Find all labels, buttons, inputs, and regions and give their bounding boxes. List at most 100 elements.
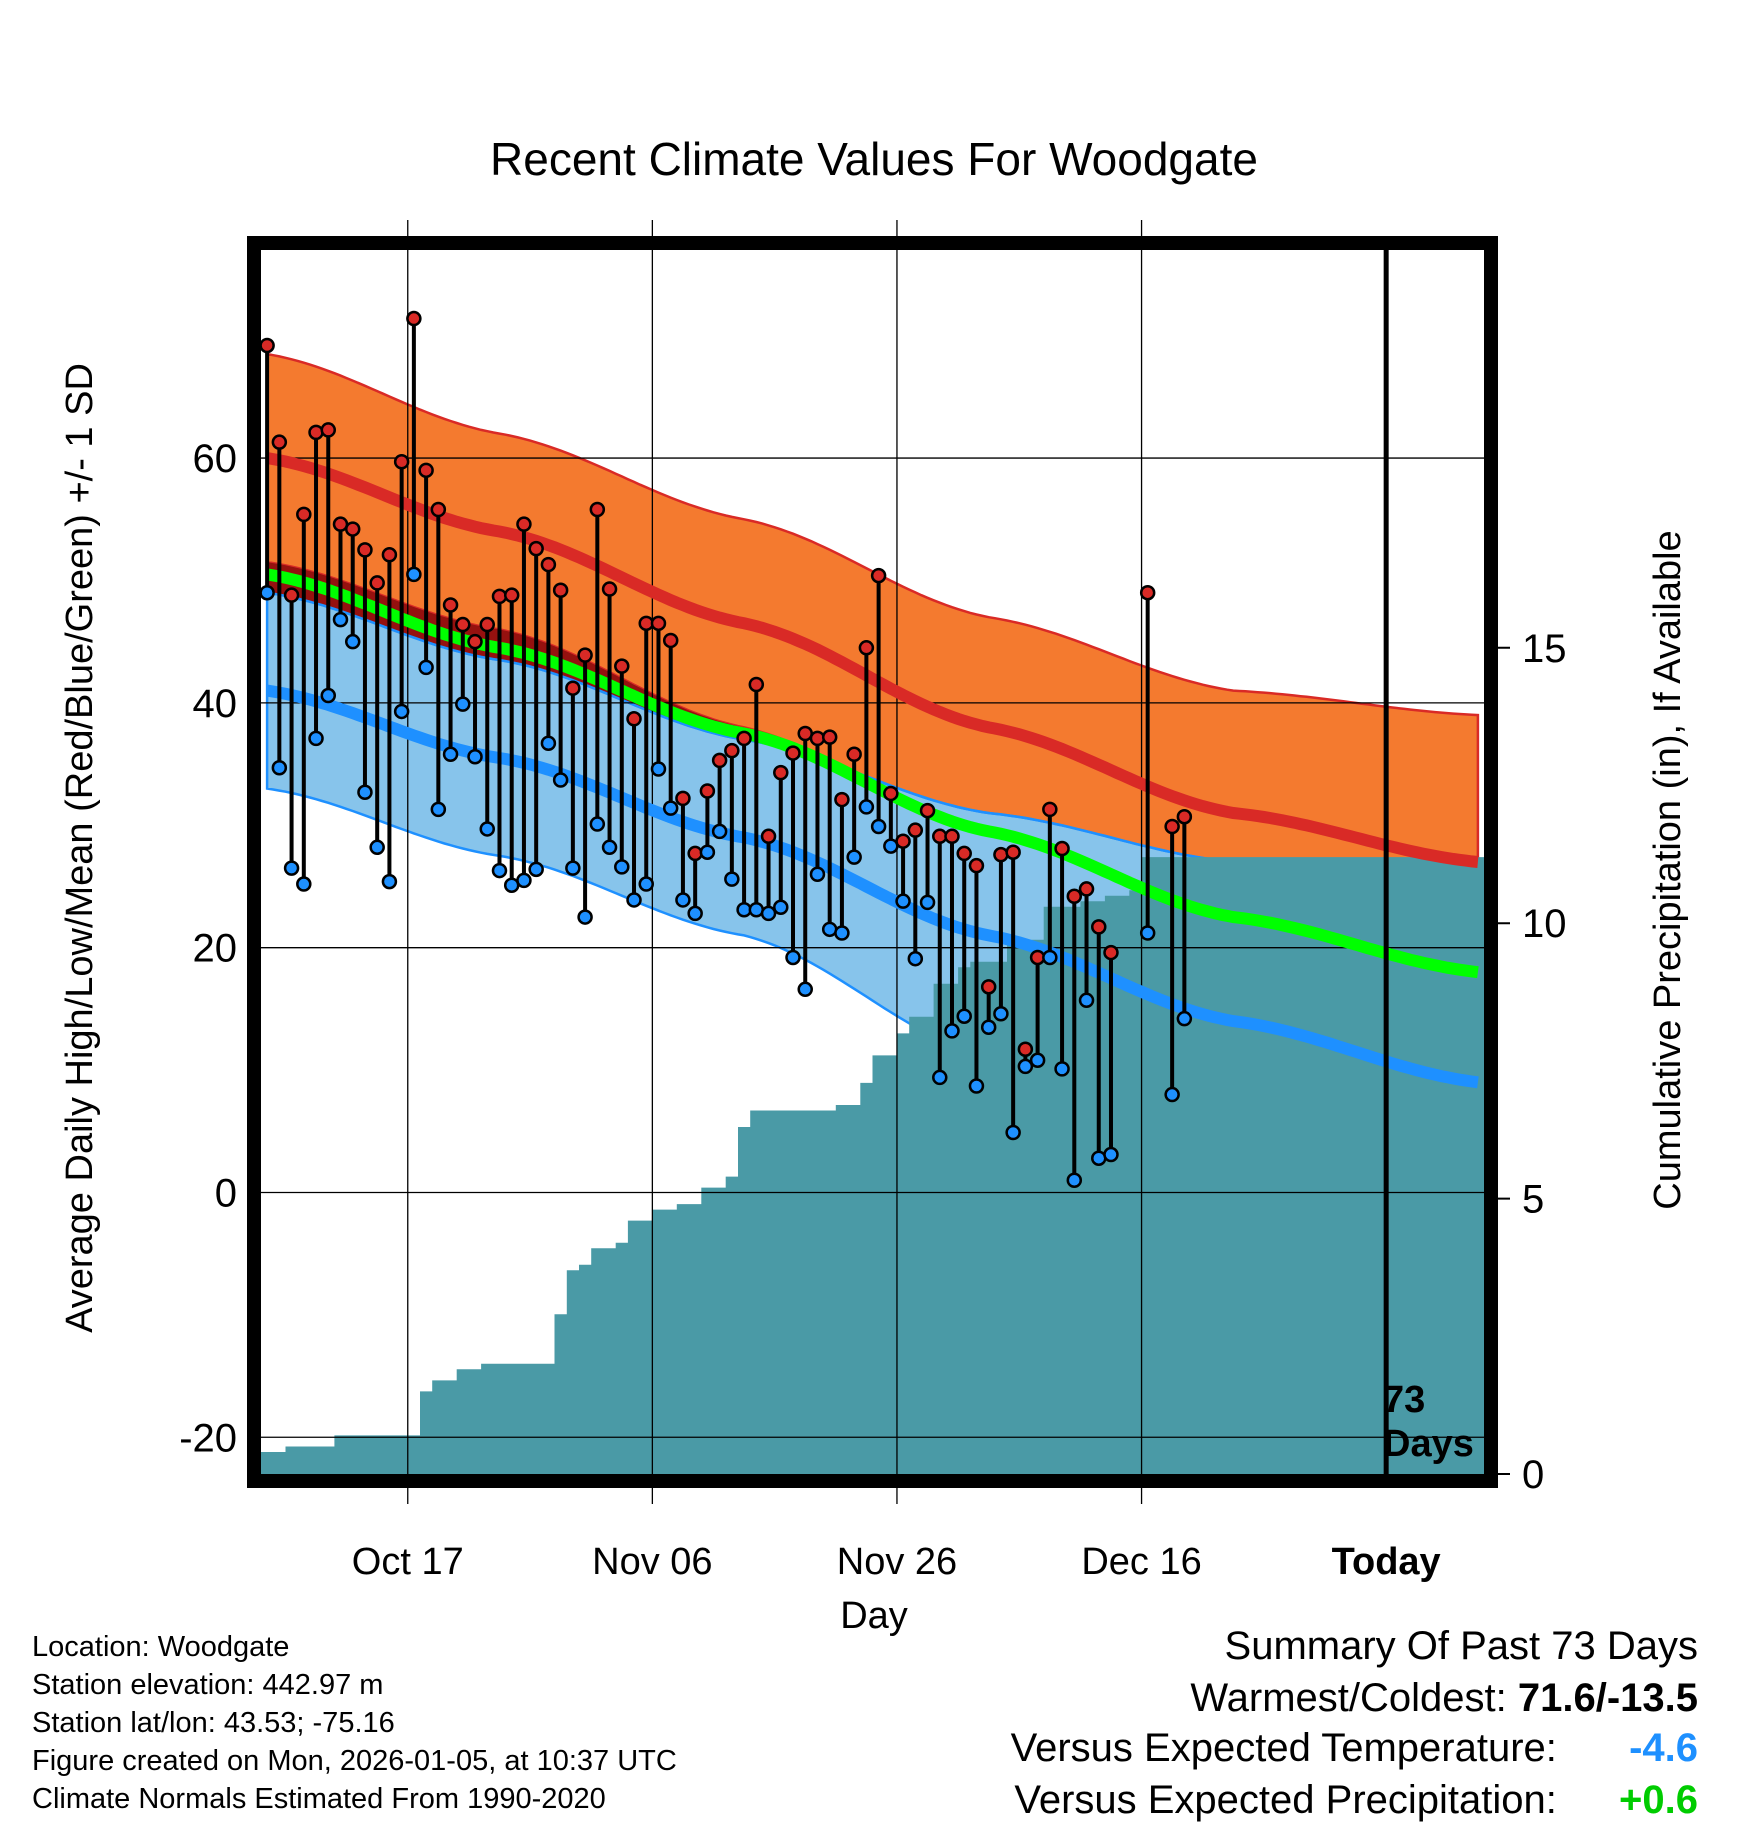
obs-low-point [491,862,508,879]
obs-low-point [1005,1124,1021,1141]
obs-high-point [846,746,862,763]
obs-low-point [455,696,471,712]
obs-high-point [1078,881,1095,897]
x-tick-label: Dec 16 [1081,1541,1201,1583]
obs-high-point [540,556,557,573]
info-elevation: Station elevation: 442.97 m [32,1669,384,1701]
obs-low-point [870,818,887,835]
obs-high-point [626,711,642,727]
precip-label: Versus Expected Precipitation: [1014,1778,1557,1822]
x-tick-label: Today [1332,1541,1441,1583]
obs-low-point [1164,1086,1180,1103]
obs-low-point [993,1006,1009,1022]
obs-high-point [577,647,593,663]
observations [259,310,1193,1188]
obs-low-point [601,839,618,856]
obs-low-point [467,748,483,765]
obs-high-point [357,542,373,558]
obs-high-point [381,547,398,563]
obs-low-point [773,899,789,916]
precip-value: +0.6 [1619,1778,1698,1822]
obs-high-point [993,846,1009,863]
obs-low-point [320,687,337,704]
obs-low-point [442,746,459,763]
obs-high-point [968,857,985,874]
obs-high-point [442,597,459,613]
obs-low-point [980,1019,997,1035]
obs-high-point [552,582,569,599]
obs-low-point [1054,1061,1070,1077]
obs-high-point [711,752,728,769]
obs-high-point [516,516,532,532]
obs-high-point [748,676,765,693]
obs-high-point [956,845,972,862]
x-axis-label: Day [840,1595,908,1637]
obs-high-point [271,434,288,450]
obs-high-point [308,424,324,441]
obs-low-point [1042,949,1058,966]
obs-low-point [638,876,654,892]
today-annotation-unit: Days [1383,1423,1474,1465]
obs-low-point [577,909,593,925]
obs-low-point [1078,992,1095,1009]
obs-low-point [589,816,606,832]
obs-low-point [528,861,544,878]
obs-low-point [430,801,447,818]
obs-low-point [944,1023,960,1039]
obs-low-point [846,849,862,865]
obs-high-point [1091,919,1107,935]
obs-high-point [467,633,483,650]
chart-title: Recent Climate Values For Woodgate [490,133,1258,185]
obs-high-point [1066,888,1083,905]
obs-high-point [418,462,434,479]
obs-low-point [785,949,801,966]
obs-low-point [760,905,777,922]
obs-low-point [662,800,679,816]
x-tick-label: Nov 26 [837,1541,957,1583]
obs-low-point [895,893,911,909]
obs-high-point [589,501,606,518]
obs-high-point [980,979,997,995]
y2-tick-label: 5 [1522,1178,1544,1222]
obs-low-point [797,981,813,998]
plot-frame [247,236,1498,1488]
obs-low-point [393,703,410,720]
obs-high-point [907,822,924,838]
obs-low-point [932,1069,948,1086]
obs-low-point [283,860,300,876]
y-tick-label: 20 [193,927,238,971]
obs-low-point [1103,1146,1119,1163]
y-tick-label: 60 [193,437,238,481]
obs-low-point [1139,925,1156,941]
obs-high-point [834,791,850,808]
obs-low-point [296,876,312,892]
obs-high-point [1042,801,1058,818]
obs-low-point [724,871,740,887]
obs-high-point [565,680,581,696]
obs-high-point [455,616,471,633]
obs-low-point [565,860,581,876]
obs-high-point [736,730,752,747]
obs-high-point [809,730,826,747]
obs-low-point [614,859,630,875]
obs-high-point [259,337,275,354]
obs-low-point [675,892,691,908]
obs-high-point [858,640,875,656]
obs-high-point [601,581,618,597]
obs-high-point [773,764,789,781]
info-normals: Climate Normals Estimated From 1990-2020 [32,1783,606,1815]
temp-value: -4.6 [1629,1726,1698,1770]
obs-low-point [1017,1058,1034,1075]
obs-low-point [907,950,924,967]
warmest-value: 71.6/-13.5 [1517,1676,1698,1720]
obs-high-point [406,310,422,327]
y-axis-label: Average Daily High/Low/Mean (Red/Blue/Gr… [59,363,101,1333]
obs-low-point [626,892,642,908]
obs-low-point [1029,1052,1046,1069]
y-tick-label: 40 [193,682,238,726]
obs-high-point [393,454,410,470]
obs-high-point [699,783,716,799]
today-annotation-count: 73 [1383,1379,1425,1421]
obs-high-point [491,588,508,605]
